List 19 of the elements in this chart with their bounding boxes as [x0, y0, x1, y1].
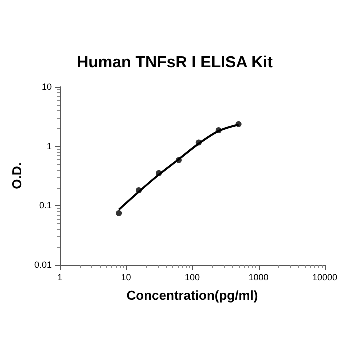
point [216, 127, 222, 134]
y-tick-label: 1 [46, 141, 52, 152]
point [196, 140, 202, 146]
point [236, 121, 242, 128]
point [116, 210, 122, 216]
y-tick-label: 10 [42, 82, 52, 92]
y-tick-label: 0.01 [34, 260, 52, 270]
x-axis-title: Concentration(pg/ml) [126, 288, 258, 303]
x-tick-label: 10 [121, 272, 132, 282]
point [176, 157, 182, 164]
point [156, 170, 162, 176]
y-tick-label: 0.1 [39, 200, 52, 211]
point [136, 188, 142, 194]
y-axis-title: O.D. [10, 162, 25, 190]
x-tick-label: 100 [184, 272, 200, 282]
x-tick-label: 1000 [248, 272, 269, 282]
chart-title: Human TNFsR I ELISA Kit [77, 54, 274, 72]
x-tick-label: 10000 [312, 272, 338, 282]
x-tick-label: 1 [57, 272, 63, 282]
